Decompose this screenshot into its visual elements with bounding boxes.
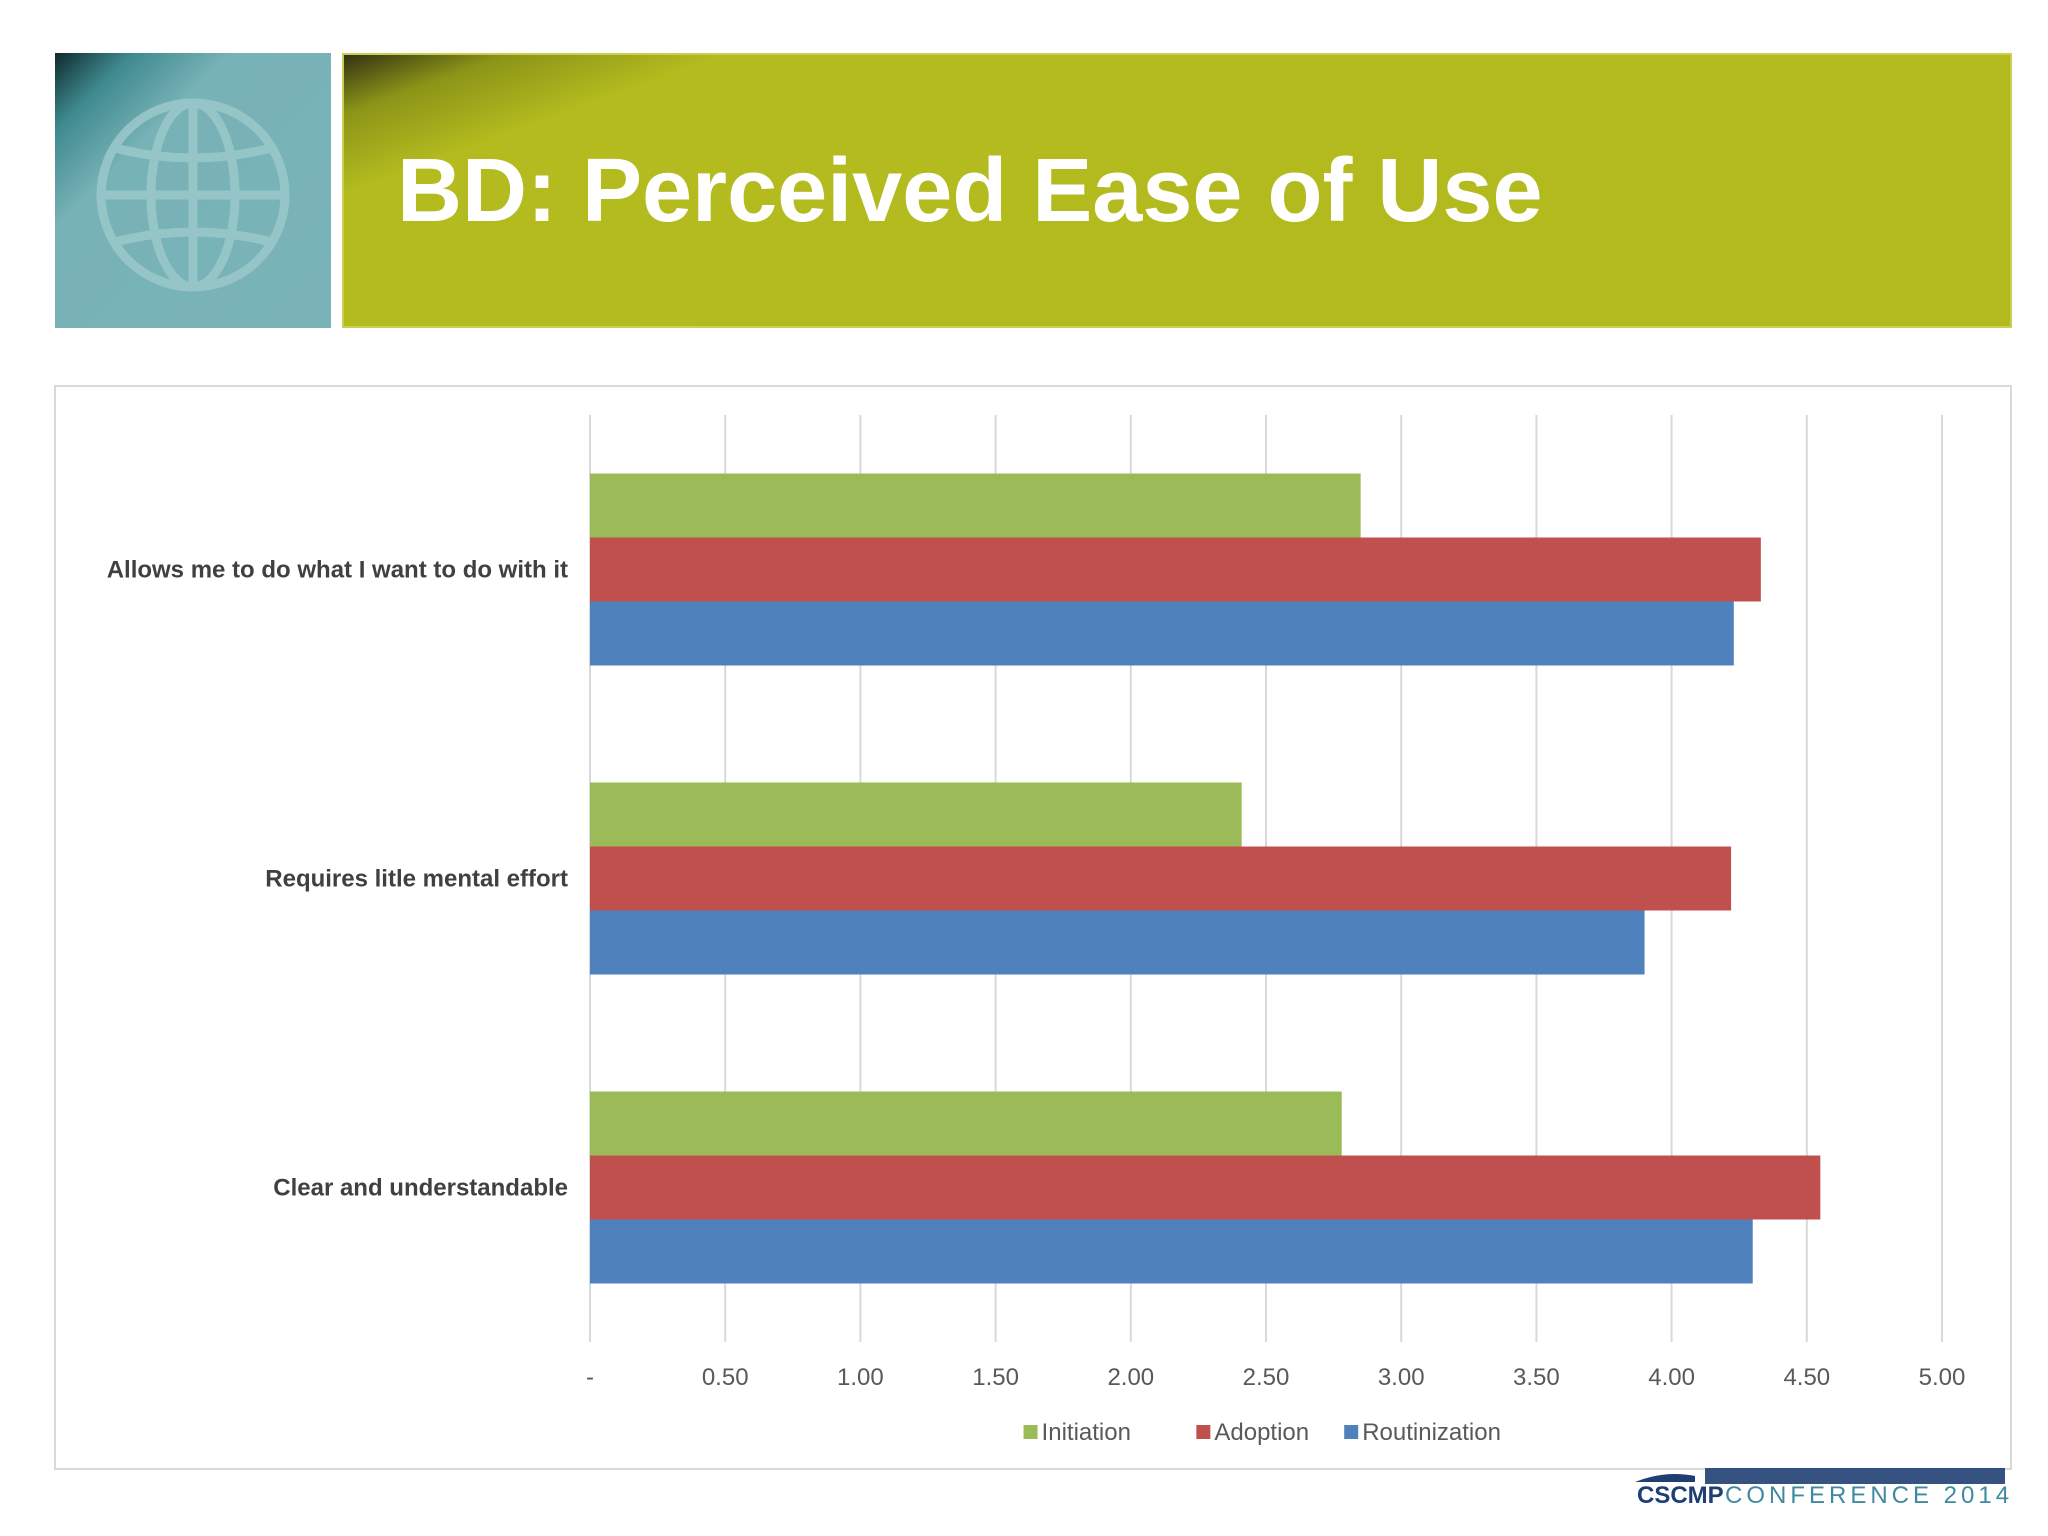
chart-frame: Allows me to do what I want to do with i… bbox=[54, 385, 2012, 1470]
legend-swatch-initiation bbox=[1023, 1425, 1038, 1439]
legend-label-adoption: Adoption bbox=[1214, 1419, 1309, 1446]
category-label: Allows me to do what I want to do with i… bbox=[107, 557, 568, 584]
x-tick-label: 4.00 bbox=[1648, 1364, 1695, 1391]
cscmp-conference-logo: CSCMP CONFERENCE 2014 bbox=[1625, 1462, 2015, 1522]
legend-label-routinization: Routinization bbox=[1362, 1419, 1501, 1446]
bar-routinization-1 bbox=[590, 601, 1734, 666]
title-banner: BD: Perceived Ease of Use bbox=[342, 53, 2012, 328]
x-tick-label: 3.00 bbox=[1378, 1364, 1425, 1391]
bars bbox=[590, 473, 1821, 1284]
logo-event-text: CONFERENCE 2014 bbox=[1725, 1482, 2014, 1509]
x-tick-label: 4.50 bbox=[1783, 1364, 1830, 1391]
bar-adoption-3 bbox=[590, 1155, 1821, 1220]
bar-routinization-2 bbox=[590, 910, 1645, 975]
legend-swatch-adoption bbox=[1196, 1425, 1211, 1439]
category-label: Requires litle mental effort bbox=[265, 866, 568, 893]
bar-adoption-2 bbox=[590, 846, 1732, 911]
legend-swatch-routinization bbox=[1344, 1425, 1359, 1439]
globe-icon bbox=[96, 98, 290, 292]
bar-initiation-1 bbox=[590, 473, 1361, 538]
x-tick-label: 2.50 bbox=[1243, 1364, 1290, 1391]
x-tick-label: 1.50 bbox=[972, 1364, 1019, 1391]
legend: Initiation Adoption Routinization bbox=[1023, 1419, 1501, 1446]
bar-adoption-1 bbox=[590, 537, 1761, 602]
legend-label-initiation: Initiation bbox=[1042, 1419, 1131, 1446]
x-tick-labels: - 0.50 1.00 1.50 2.00 2.50 3.00 3.50 4.00 4.50 5.0… bbox=[586, 1364, 1965, 1391]
bar-initiation-2 bbox=[590, 782, 1242, 847]
logo-org-text: CSCMP bbox=[1637, 1482, 1724, 1509]
bar-initiation-3 bbox=[590, 1091, 1342, 1156]
bar-routinization-3 bbox=[590, 1219, 1753, 1284]
category-label: Clear and understandable bbox=[273, 1175, 568, 1202]
logo-swoosh-graphic bbox=[1625, 1462, 2015, 1484]
x-tick-label: 3.50 bbox=[1513, 1364, 1560, 1391]
slide-title: BD: Perceived Ease of Use bbox=[397, 141, 1543, 241]
x-tick-label: 5.00 bbox=[1919, 1364, 1966, 1391]
bar-chart: Allows me to do what I want to do with i… bbox=[107, 415, 1965, 1446]
x-tick-label: 2.00 bbox=[1107, 1364, 1154, 1391]
x-tick-label: 1.00 bbox=[837, 1364, 884, 1391]
header-icon-tile bbox=[55, 53, 331, 328]
x-tick-label: - bbox=[586, 1364, 594, 1391]
x-tick-label: 0.50 bbox=[702, 1364, 749, 1391]
category-labels: Allows me to do what I want to do with i… bbox=[107, 557, 568, 1202]
